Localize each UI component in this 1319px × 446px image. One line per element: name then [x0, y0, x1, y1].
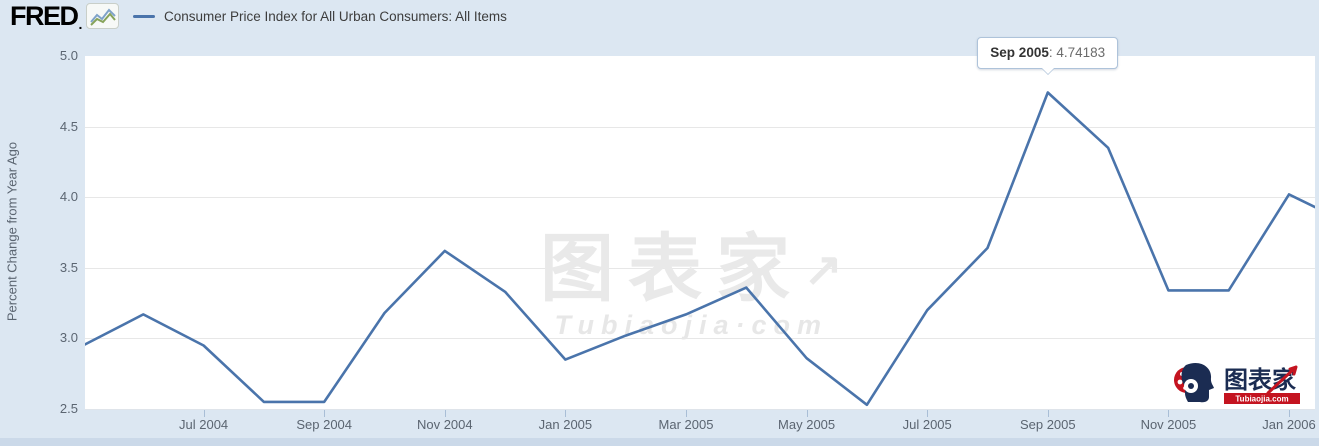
- x-tick-mark: [686, 409, 687, 417]
- x-tick-mark: [444, 409, 446, 417]
- y-axis-tick-label: 4.0: [59, 189, 78, 205]
- fred-chart-icon: [86, 3, 120, 29]
- gridline: [85, 197, 1315, 199]
- x-tick-mark: [927, 409, 929, 417]
- x-axis-tick-label: Sep 2005: [1019, 417, 1076, 432]
- y-axis-tick-label: 5.0: [59, 48, 78, 63]
- x-tick-mark: [806, 409, 808, 417]
- cpi-series-line[interactable]: [85, 91, 1315, 407]
- fred-logo[interactable]: FRED.: [10, 1, 120, 32]
- tooltip: Sep 2005: 4.74183: [977, 37, 1119, 75]
- x-axis-tick-label: May 2005: [778, 417, 836, 432]
- x-axis-tick-label: Jan 2006: [1262, 417, 1316, 432]
- corner-logo-head-icon: [1174, 362, 1214, 403]
- legend-label: Consumer Price Index for All Urban Consu…: [164, 8, 507, 24]
- x-tick-mark: [324, 409, 326, 417]
- x-axis-tick-label: Nov 2004: [416, 417, 473, 432]
- x-tick-mark: [1168, 409, 1170, 417]
- legend-item[interactable]: Consumer Price Index for All Urban Consu…: [133, 0, 507, 32]
- chart-header: FRED. Consumer Price Index for All Urban…: [0, 0, 1319, 32]
- gridline: [85, 126, 1315, 128]
- x-axis-tick-label: Jul 2004: [179, 417, 229, 432]
- tooltip-pointer-icon: [1040, 67, 1055, 75]
- y-axis-title: Percent Change from Year Ago: [4, 141, 20, 322]
- corner-logo-graphic: 图表家 Tubiaojia.com: [1174, 362, 1300, 404]
- tooltip-date: Sep 2005: [990, 45, 1049, 60]
- legend-line-swatch: [133, 14, 155, 18]
- tooltip-value: 4.74183: [1056, 45, 1106, 60]
- gridline: [85, 409, 1315, 410]
- plot-area[interactable]: 图表家↗ Tubiaojia·com: [85, 56, 1315, 410]
- series-line-chart: [85, 91, 1315, 407]
- bottom-strip: [0, 438, 1319, 446]
- x-tick-mark: [565, 409, 567, 417]
- x-tick-mark: [1289, 409, 1290, 417]
- fred-logo-text: FRED: [10, 1, 79, 31]
- y-axis-tick-label: 3.0: [59, 330, 78, 346]
- tooltip-separator: :: [1048, 45, 1057, 60]
- x-axis-tick-label: Sep 2004: [296, 417, 353, 432]
- x-axis-tick-label: Jul 2005: [902, 417, 952, 432]
- y-axis-tick-label: 2.5: [59, 401, 78, 416]
- x-axis-tick-label: Jan 2005: [538, 417, 593, 432]
- x-tick-mark: [203, 409, 205, 417]
- gridline: [85, 338, 1315, 340]
- corner-logo-banner-text: Tubiaojia.com: [1235, 395, 1288, 404]
- x-axis-tick-label: Nov 2005: [1140, 417, 1197, 432]
- x-tick-mark: [1047, 409, 1049, 417]
- y-axis-tick-label: 3.5: [59, 259, 78, 275]
- corner-logo-text: 图表家: [1224, 366, 1296, 394]
- fred-logo-dot: .: [78, 16, 83, 32]
- corner-logo[interactable]: 图表家 Tubiaojia.com: [1172, 357, 1306, 412]
- y-axis-tick-label: 4.5: [59, 118, 78, 134]
- x-axis-tick-label: Mar 2005: [658, 417, 714, 432]
- gridline: [85, 267, 1315, 269]
